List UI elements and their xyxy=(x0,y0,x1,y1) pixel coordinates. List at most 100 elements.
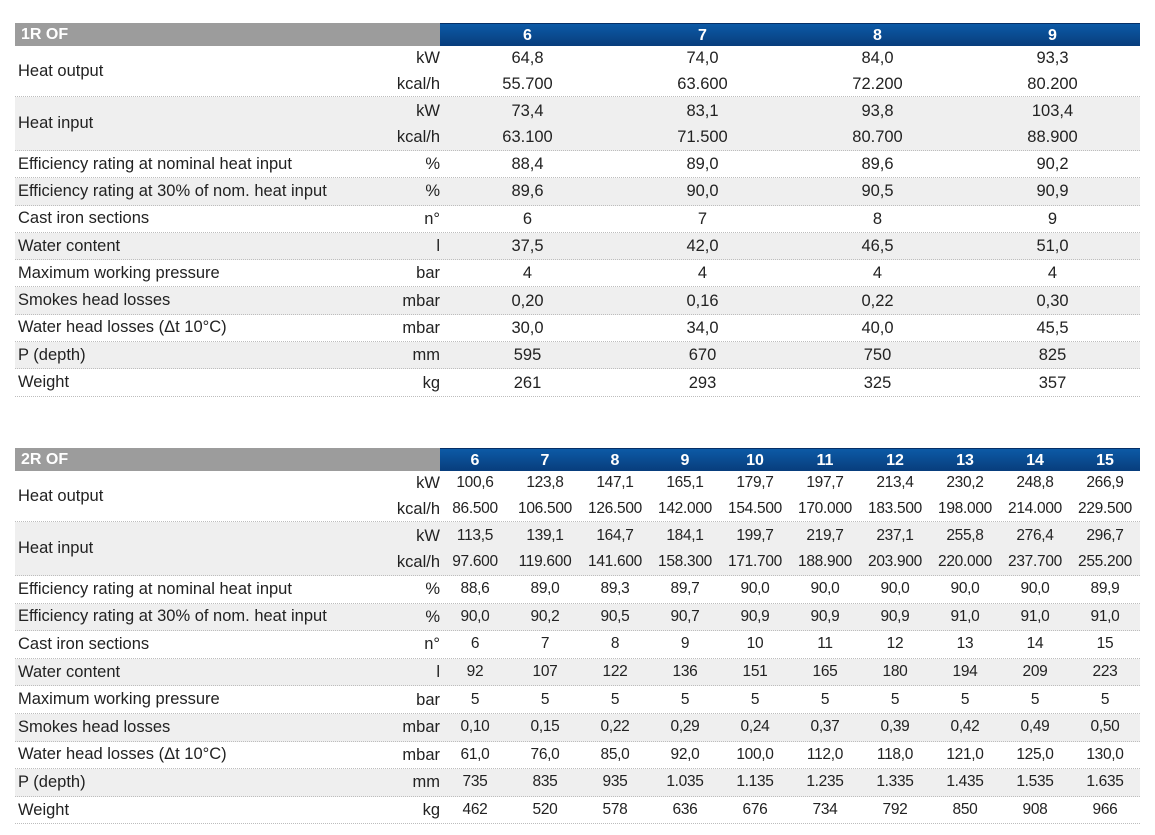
unit-label: mbar xyxy=(402,718,440,737)
cell-value: 520 xyxy=(532,801,558,819)
table-cell: 595 xyxy=(440,342,615,368)
cell-value: 123,8 xyxy=(526,474,564,491)
table-cell: 261 xyxy=(440,370,615,396)
table-cell: 1.235 xyxy=(790,769,860,795)
table-cell: 276,4 237.700 xyxy=(1000,523,1070,575)
cell-value: 30,0 xyxy=(511,318,544,337)
row-units: % xyxy=(380,151,440,177)
table-cell: 1.135 xyxy=(720,769,790,795)
cell-value: 97.600 xyxy=(452,552,498,570)
cell-value: 14 xyxy=(1026,635,1044,653)
table-cell: 89,6 xyxy=(790,151,965,177)
table-row: Heat output kW kcal/h 100,6 86.500 123,8 106.5… xyxy=(15,471,1140,522)
cell-value: 670 xyxy=(688,346,717,365)
table-cell: 7 xyxy=(615,206,790,232)
cell-value: 223 xyxy=(1092,663,1118,681)
cell-value: 106.500 xyxy=(518,500,572,517)
cell-value: 5 xyxy=(610,690,620,708)
cell-value: 0,50 xyxy=(1090,718,1120,736)
table-row: Water content l 37,5 42,0 46,5 51,0 xyxy=(15,232,1140,261)
table-cell: 184,1 158.300 xyxy=(650,523,720,575)
row-values: 261 293 325 357 xyxy=(440,370,1140,396)
cell-value: 89,3 xyxy=(600,580,630,598)
cell-value: 40,0 xyxy=(861,318,894,337)
table-cell: 0,42 xyxy=(930,714,1000,740)
table-cell: 90,9 xyxy=(965,178,1140,204)
table-cell: 42,0 xyxy=(615,233,790,259)
table-cell: 223 xyxy=(1070,659,1140,685)
cell-value: 0,20 xyxy=(511,291,544,310)
unit-label: bar xyxy=(416,690,440,709)
cell-value: 86.500 xyxy=(452,500,498,517)
cell-value: 88,6 xyxy=(460,580,490,598)
cell-value: 45,5 xyxy=(1036,318,1069,337)
unit-label: kW xyxy=(416,526,440,545)
cell-value: 0,30 xyxy=(1036,291,1069,310)
table-cell: 255,8 220.000 xyxy=(930,523,1000,575)
table-cell: 13 xyxy=(930,631,1000,657)
table-row: Heat output kW kcal/h 64,8 55.700 74,0 63.600 8… xyxy=(15,46,1140,97)
row-label: Weight xyxy=(18,800,70,819)
unit-label: kcal/h xyxy=(396,127,440,146)
row-units: mm xyxy=(380,342,441,368)
row-values: 90,0 90,2 90,5 90,7 90,9 90,9 90,9 91,0 91,0 91,0 xyxy=(440,604,1140,630)
row-values: 5 5 5 5 5 5 5 5 5 5 xyxy=(440,687,1140,713)
table-cell: 9 xyxy=(965,206,1140,232)
row-values: 89,6 90,0 90,5 90,9 xyxy=(440,178,1140,204)
cell-value: 357 xyxy=(1038,373,1067,392)
cell-value: 71.500 xyxy=(677,127,728,146)
table-cell: 165 xyxy=(790,659,860,685)
row-units: n° xyxy=(380,631,440,657)
table-cell: 5 xyxy=(440,687,510,713)
cell-value: 89,6 xyxy=(511,182,544,201)
row-values: 6 7 8 9 10 11 12 13 14 15 xyxy=(440,631,1140,657)
cell-value: 908 xyxy=(1022,801,1048,819)
cell-value: 90,0 xyxy=(1020,580,1050,598)
unit-label: bar xyxy=(416,264,440,283)
table-cell: 34,0 xyxy=(615,315,790,341)
cell-value: 248,8 xyxy=(1016,474,1054,491)
cell-value: 188.900 xyxy=(798,552,852,570)
cell-value: 261 xyxy=(513,373,542,392)
table-cell: 578 xyxy=(580,797,650,823)
unit-label: mm xyxy=(412,346,441,365)
table-cell: 8 xyxy=(790,206,965,232)
cell-value: 88.900 xyxy=(1027,127,1078,146)
table-cell: 1.035 xyxy=(650,769,720,795)
unit-label: kg xyxy=(422,801,440,820)
cell-value: 5 xyxy=(470,690,480,708)
cell-value: 154.500 xyxy=(728,500,782,517)
column-header: 15 xyxy=(1096,452,1114,469)
cell-value: 1.335 xyxy=(876,773,914,791)
column-header: 9 xyxy=(1048,27,1057,44)
row-units: % xyxy=(380,178,440,204)
cell-value: 13 xyxy=(956,635,974,653)
table-cell: 164,7 141.600 xyxy=(580,523,650,575)
table-cell: 0,20 xyxy=(440,288,615,314)
row-units: bar xyxy=(380,687,440,713)
cell-value: 4 xyxy=(522,264,533,283)
row-label: Cast iron sections xyxy=(18,634,150,653)
table-row: Smokes head losses mbar 0,10 0,15 0,22 0,29 0,… xyxy=(15,713,1140,742)
table-cell: 0,22 xyxy=(580,714,650,740)
column-header: 12 xyxy=(886,452,904,469)
cell-value: 203.900 xyxy=(868,552,922,570)
cell-value: 935 xyxy=(602,773,628,791)
cell-value: 750 xyxy=(863,346,892,365)
cell-value: 220.000 xyxy=(938,552,992,570)
table-cell: 89,3 xyxy=(580,576,650,602)
row-values: 462 520 578 636 676 734 792 850 908 966 xyxy=(440,797,1140,823)
table-2r-of: 2R OF 6 7 8 9 10 11 12 13 14 15 Heat output kW kcal/h… xyxy=(15,448,1140,825)
table-cell: 122 xyxy=(580,659,650,685)
cell-value: 90,0 xyxy=(460,607,490,625)
cell-value: 4 xyxy=(872,264,883,283)
row-units: kW kcal/h xyxy=(380,98,440,150)
table-cell: 219,7 188.900 xyxy=(790,523,860,575)
row-label: Efficiency rating at nominal heat input xyxy=(18,154,292,173)
cell-value: 91,0 xyxy=(1020,607,1050,625)
cell-value: 151 xyxy=(742,663,768,681)
table-cell: 90,0 xyxy=(1000,576,1070,602)
cell-value: 198.000 xyxy=(938,500,992,517)
table-cell: 92 xyxy=(440,659,510,685)
table-cell: 103,4 88.900 xyxy=(965,98,1140,150)
